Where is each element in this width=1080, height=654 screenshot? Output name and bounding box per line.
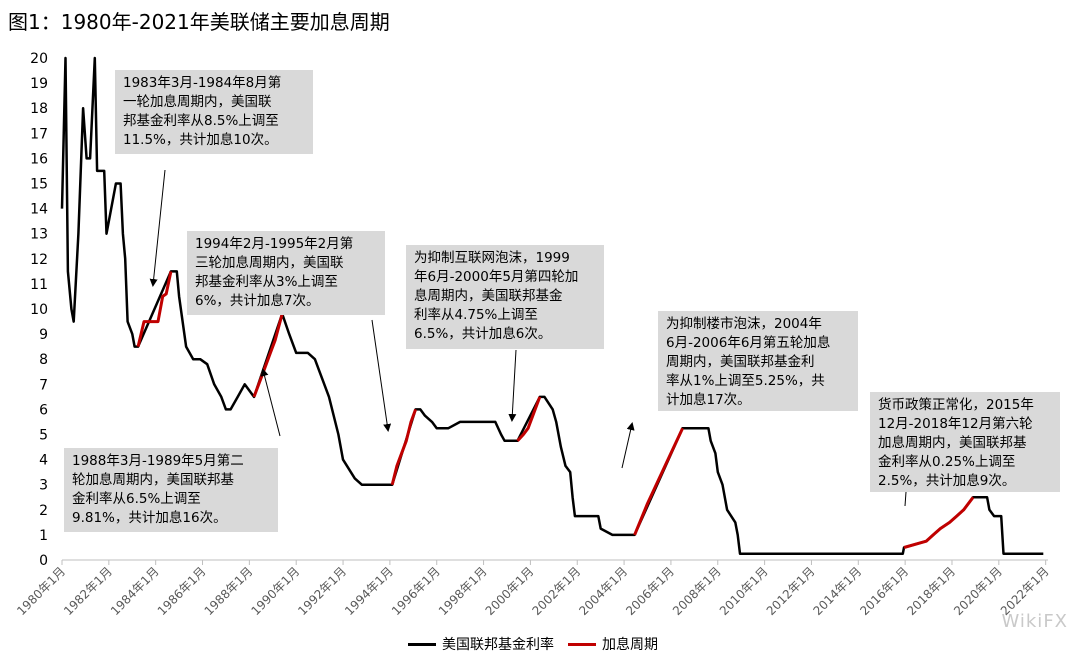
x-tick-label: 1982年1月	[61, 564, 115, 618]
annotation-arrow	[508, 349, 517, 422]
x-tick-label: 2000年1月	[483, 564, 537, 618]
hike-segment	[390, 408, 418, 486]
y-tick-label: 6	[39, 402, 48, 418]
x-axis: 1980年1月1982年1月1984年1月1986年1月1988年1月1990年…	[14, 559, 1052, 618]
hike-segment	[633, 427, 684, 536]
y-tick-label: 1	[39, 528, 48, 544]
legend-item-rate: 美国联邦基金利率	[408, 634, 554, 654]
x-tick-label: 2012年1月	[764, 564, 818, 618]
legend-swatch-rate	[408, 642, 436, 646]
x-tick-label: 1990年1月	[248, 564, 302, 618]
x-tick-label: 1988年1月	[202, 564, 256, 618]
x-tick-label: 1996年1月	[389, 564, 443, 618]
y-tick-label: 16	[30, 151, 48, 167]
y-tick-label: 3	[39, 478, 48, 494]
y-tick-label: 4	[39, 453, 48, 469]
y-tick-label: 20	[30, 51, 48, 67]
y-tick-label: 2	[39, 503, 48, 519]
y-tick-label: 8	[39, 352, 48, 368]
series-fed-funds-rate	[60, 56, 1044, 555]
legend-label-rate: 美国联邦基金利率	[442, 637, 554, 653]
annotation-arrow	[260, 368, 281, 437]
y-tick-label: 0	[39, 553, 48, 569]
x-tick-label: 2010年1月	[717, 564, 771, 618]
watermark-logo: WikiFX	[1001, 611, 1068, 632]
series-hike-cycles	[136, 271, 975, 549]
y-tick-label: 19	[30, 76, 48, 92]
x-tick-label: 1986年1月	[155, 564, 209, 618]
annotation-arrow	[149, 169, 166, 287]
x-tick-label: 2014年1月	[811, 564, 865, 618]
y-tick-label: 15	[30, 177, 48, 193]
y-tick-label: 17	[30, 126, 48, 142]
x-tick-label: 2022年1月	[998, 564, 1052, 618]
x-tick-label: 2016年1月	[857, 564, 911, 618]
annotation-1988-cycle: 1988年3月-1989年5月第二 轮加息周期内，美国联邦基 金利率从6.5%上…	[64, 448, 278, 532]
chart-title: 图1：1980年-2021年美联储主要加息周期	[8, 10, 390, 34]
rate-line	[60, 56, 1044, 555]
x-tick-label: 1992年1月	[295, 564, 349, 618]
x-tick-label: 2008年1月	[670, 564, 724, 618]
hike-segment	[903, 496, 975, 549]
y-tick-label: 5	[39, 428, 48, 444]
annotation-arrow	[621, 422, 635, 469]
y-tick-label: 14	[30, 202, 48, 218]
x-tick-label: 2002年1月	[529, 564, 583, 618]
legend-swatch-hike	[568, 642, 596, 646]
hike-segment	[516, 396, 542, 442]
x-tick-label: 1980年1月	[14, 564, 68, 618]
annotation-1999-cycle: 为抑制互联网泡沫，1999 年6月-2000年5月第四轮加 息周期内，美国联邦基…	[406, 245, 604, 349]
y-tick-label: 12	[30, 252, 48, 268]
x-tick-label: 2018年1月	[904, 564, 958, 618]
x-tick-label: 1984年1月	[108, 564, 162, 618]
y-tick-label: 13	[30, 227, 48, 243]
y-tick-label: 10	[30, 302, 48, 318]
hike-segment	[252, 313, 284, 398]
annotation-1983-cycle: 1983年3月-1984年8月第 一轮加息周期内，美国联 邦基金利率从8.5%上…	[115, 70, 313, 154]
x-tick-label: 1998年1月	[436, 564, 490, 618]
annotation-2015-cycle: 货币政策正常化，2015年 12月-2018年12月第六轮 加息周期内，美国联邦…	[870, 392, 1060, 492]
y-tick-label: 9	[39, 327, 48, 343]
x-tick-label: 2020年1月	[951, 564, 1005, 618]
x-tick-label: 2006年1月	[623, 564, 677, 618]
legend-item-hike: 加息周期	[568, 634, 658, 654]
annotation-arrow	[371, 319, 392, 432]
y-tick-label: 7	[39, 377, 48, 393]
annotation-1994-cycle: 1994年2月-1995年2月第 三轮加息周期内，美国联 邦基金利率从3%上调至…	[187, 231, 385, 315]
hike-segment	[136, 271, 173, 347]
x-tick-label: 2004年1月	[576, 564, 630, 618]
y-tick-label: 11	[30, 277, 48, 293]
legend: 美国联邦基金利率 加息周期	[408, 634, 672, 654]
y-tick-label: 18	[30, 101, 48, 117]
legend-label-hike: 加息周期	[602, 637, 658, 653]
annotation-2004-cycle: 为抑制楼市泡沫，2004年 6月-2006年6月第五轮加息 周期内，美国联邦基金…	[658, 311, 858, 411]
x-tick-label: 1994年1月	[342, 564, 396, 618]
